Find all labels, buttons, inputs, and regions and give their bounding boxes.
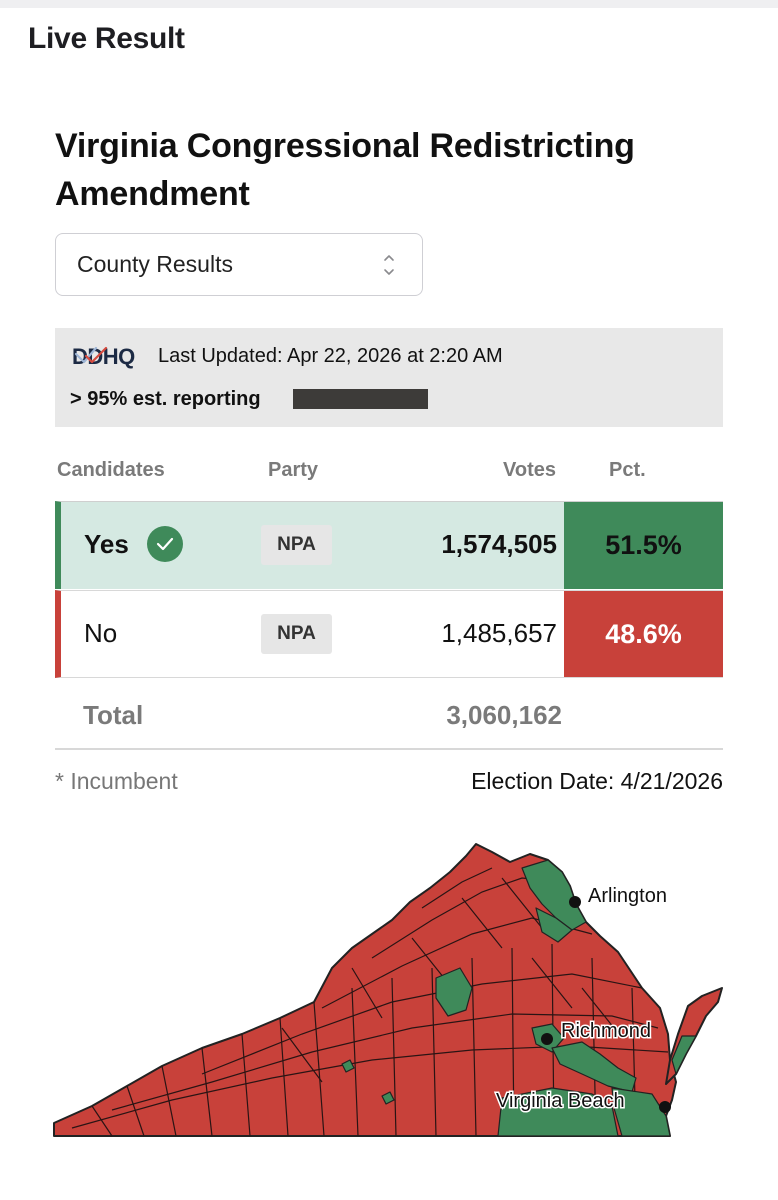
header-candidates: Candidates: [57, 459, 165, 481]
winner-check-icon: [147, 526, 183, 562]
top-strip: [0, 0, 778, 8]
candidate-name: No: [84, 618, 118, 648]
election-date: Election Date: 4/21/2026: [471, 768, 723, 794]
candidate-name: Yes: [84, 529, 129, 559]
check-mark-icon: [74, 346, 108, 364]
vote-count: 1,574,505: [441, 529, 557, 559]
city-marker-virginia-beach: [659, 1101, 671, 1113]
header-party: Party: [268, 459, 319, 481]
city-label-virginia-beach: Virginia Beach: [496, 1090, 625, 1112]
yes-counties: [341, 859, 697, 1137]
total-divider: [55, 748, 723, 750]
vote-count: 1,485,657: [441, 618, 557, 648]
vote-percentage: 48.6%: [564, 591, 723, 677]
total-votes: 3,060,162: [446, 700, 562, 730]
update-panel: DDHQ Last Updated: Apr 22, 2026 at 2:20 …: [55, 328, 723, 427]
header-votes: Votes: [503, 459, 556, 481]
county-results-map[interactable]: Arlington Richmond Virginia Beach: [52, 838, 728, 1140]
city-label-richmond: Richmond: [561, 1020, 651, 1042]
party-badge: NPA: [261, 525, 332, 565]
result-row-yes: Yes NPA 1,574,505 51.5%: [55, 501, 723, 589]
incumbent-note: * Incumbent: [55, 768, 178, 794]
last-updated-text: Last Updated: Apr 22, 2026 at 2:20 AM: [158, 345, 503, 367]
ddhq-logo-text: DDHQ: [72, 344, 135, 369]
city-marker-richmond: [541, 1033, 553, 1045]
section-title: Live Result: [28, 22, 185, 55]
header-pct: Pct.: [609, 459, 646, 481]
chevron-up-down-icon: [384, 255, 394, 275]
ddhq-logo: DDHQ: [72, 344, 142, 370]
city-label-arlington: Arlington: [588, 885, 667, 907]
vote-percentage: 51.5%: [564, 502, 723, 589]
total-label: Total: [83, 700, 144, 730]
select-label: County Results: [77, 251, 233, 277]
city-marker-arlington: [569, 896, 581, 908]
reporting-progress-bar: [293, 389, 435, 409]
race-title: Virginia Congressional Redistricting Ame…: [55, 127, 635, 213]
party-badge: NPA: [261, 614, 332, 654]
county-results-select[interactable]: County Results: [55, 233, 423, 296]
reporting-progress-fill: [293, 389, 428, 409]
reporting-text: > 95% est. reporting: [70, 388, 261, 410]
result-row-no: No NPA 1,485,657 48.6%: [55, 590, 723, 678]
